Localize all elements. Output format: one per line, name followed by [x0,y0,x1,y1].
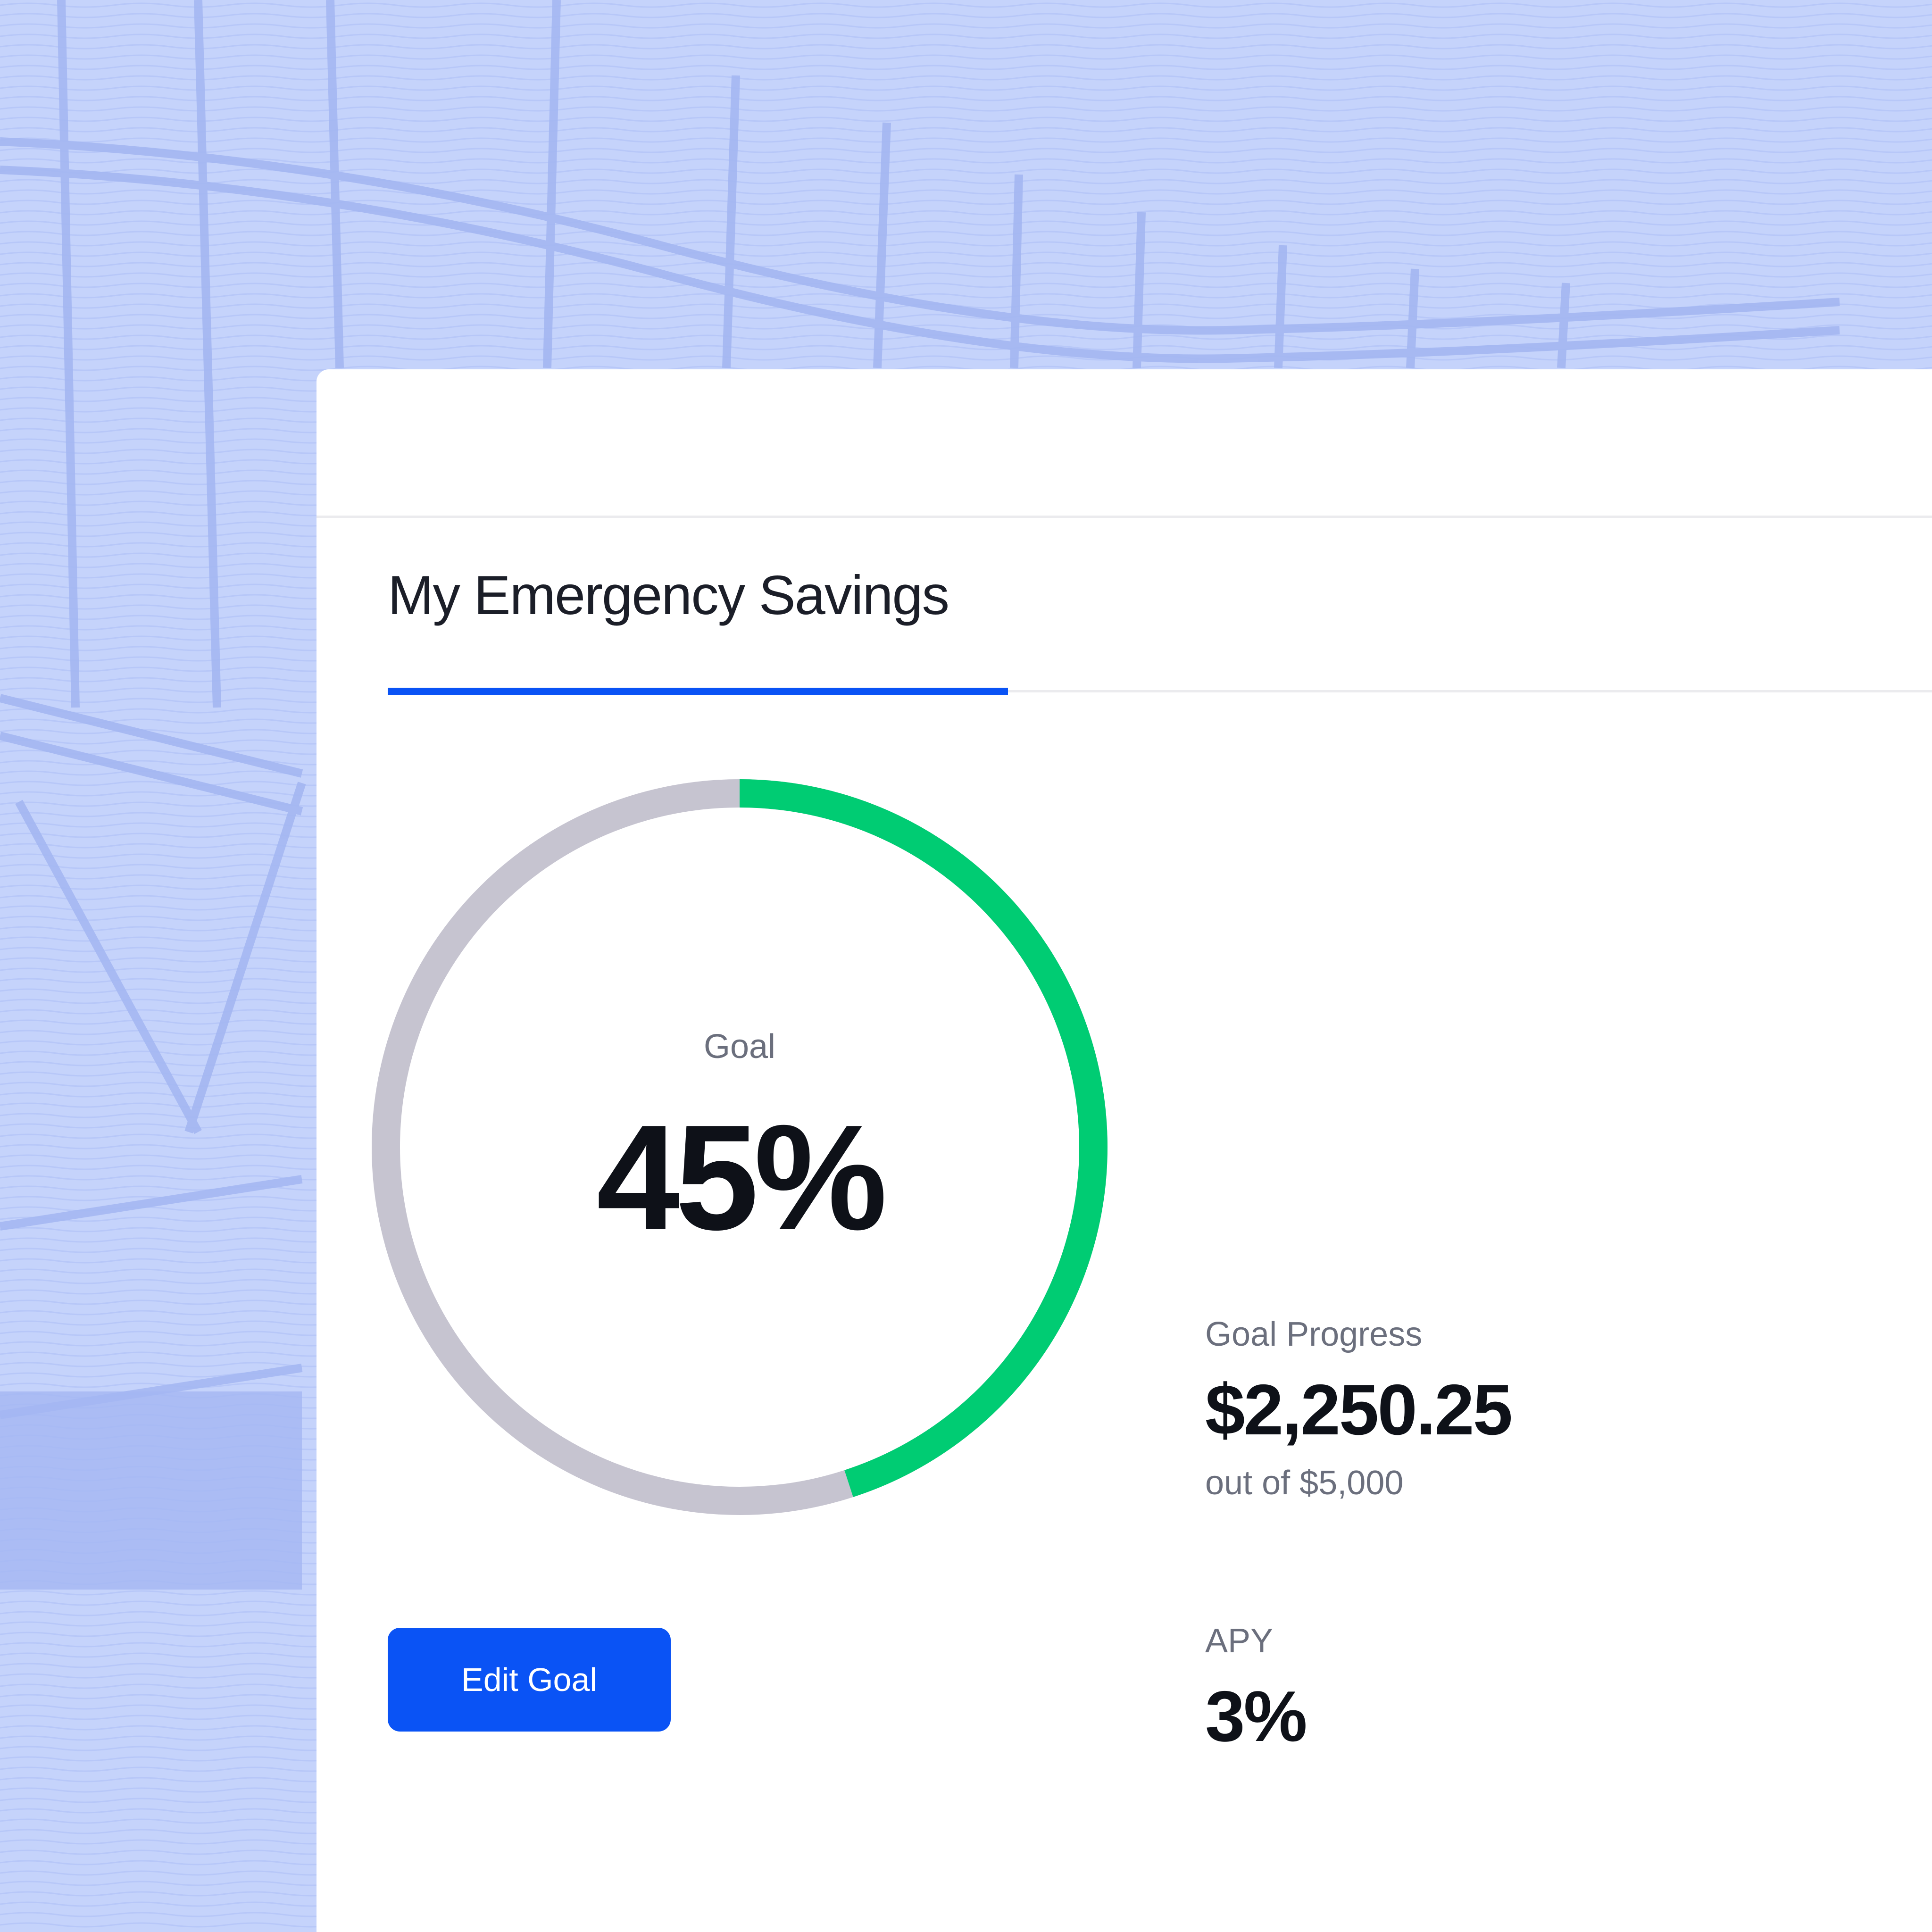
ring-progress-arc [372,779,1108,1515]
apy-value: 3% [1205,1676,1307,1757]
active-tab-indicator [388,688,1008,695]
tab-my-emergency-savings[interactable]: My Emergency Savings [388,564,949,626]
ring-goal-percent: 45% [596,1094,887,1261]
goal-progress-ring [372,779,1108,1515]
apy-label: APY [1205,1622,1274,1660]
savings-card: My Emergency Savings Goal 45% Goal Progr… [316,369,1932,1932]
ring-goal-label: Goal [703,1028,776,1066]
tab-bar-divider [1008,690,1932,692]
goal-target-subtext: out of $5,000 [1205,1464,1404,1502]
goal-progress-label: Goal Progress [1205,1316,1423,1353]
edit-goal-button[interactable]: Edit Goal [388,1628,671,1732]
goal-progress-amount: $2,250.25 [1205,1370,1513,1450]
header-divider [316,516,1932,518]
